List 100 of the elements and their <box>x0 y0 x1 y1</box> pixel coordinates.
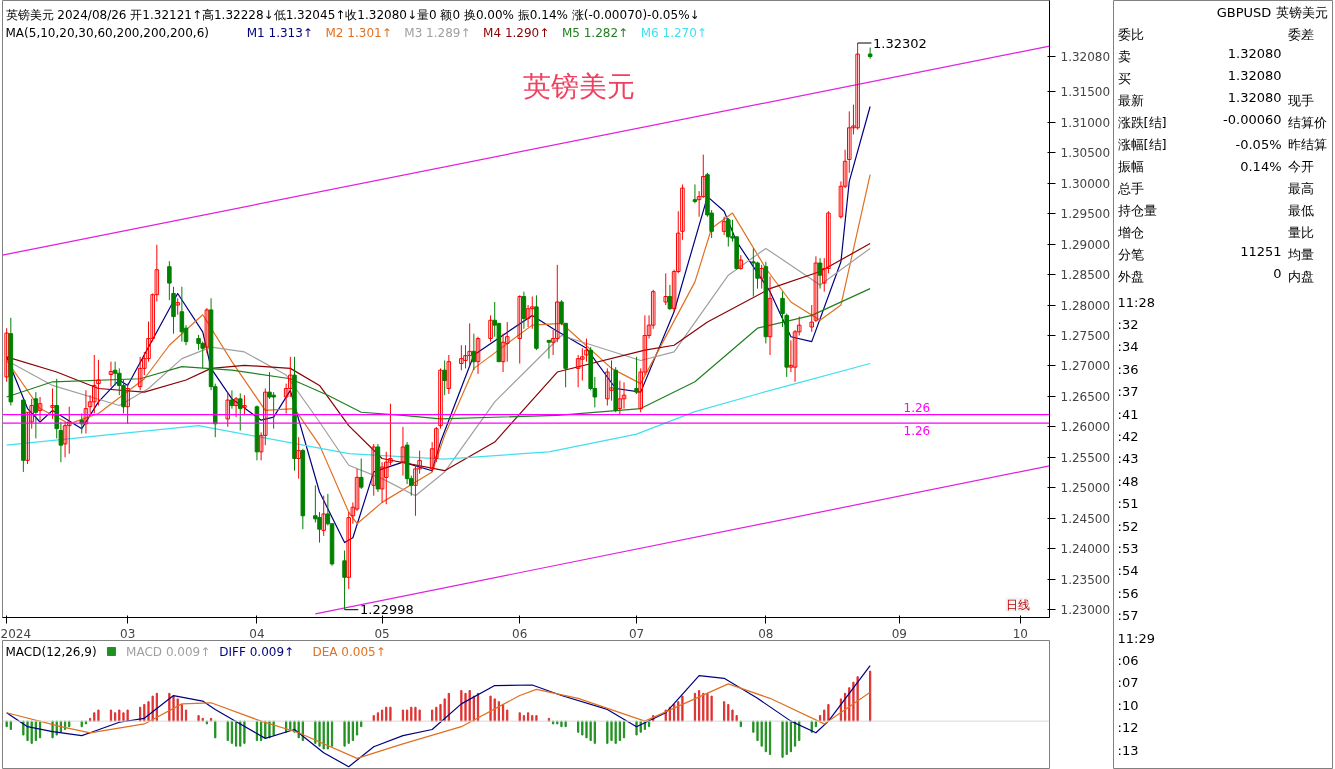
x-tick-label: 07 <box>628 626 645 641</box>
text: 总手 <box>1117 180 1144 196</box>
candlestick <box>529 296 535 330</box>
text: M6 1.270↑ <box>640 25 707 40</box>
candlestick <box>66 406 72 455</box>
legend-label: MACD 0.009↑ <box>126 644 211 659</box>
text: 增仓 <box>1117 224 1144 240</box>
text: 1.32080 <box>1227 67 1282 83</box>
candlestick <box>242 394 247 416</box>
text: 0 <box>1273 265 1282 281</box>
y-tick-label: 1.32080 <box>1060 50 1111 65</box>
x-tick-label: 2024 <box>0 626 32 641</box>
text: 均量 <box>1287 246 1314 262</box>
text: M2 1.301↑ <box>325 25 392 40</box>
y-tick-label: 1.25500 <box>1060 450 1111 465</box>
candlestick <box>400 426 406 477</box>
y-tick-label: 1.28000 <box>1060 298 1111 313</box>
text: :13 <box>1117 742 1139 758</box>
text: :12 <box>1117 720 1139 736</box>
text: :48 <box>1117 473 1139 489</box>
y-tick-label: 1.23500 <box>1060 572 1111 587</box>
text: :43 <box>1117 451 1139 467</box>
text: :41 <box>1117 406 1139 422</box>
candlestick <box>321 495 326 537</box>
y-tick-label: 1.29000 <box>1060 237 1111 252</box>
text: :53 <box>1117 540 1139 556</box>
x-tick-label: 03 <box>120 626 136 641</box>
candlestick <box>692 183 698 204</box>
candlestick <box>667 284 673 311</box>
candlestick <box>237 392 243 432</box>
candlestick <box>663 272 669 306</box>
text: :51 <box>1117 496 1139 512</box>
text: 内盘 <box>1287 268 1314 284</box>
text: 现手 <box>1287 92 1314 108</box>
y-tick-label: 1.29500 <box>1060 207 1111 222</box>
candlestick <box>296 436 301 480</box>
text: 昨结算 <box>1287 136 1327 152</box>
y-tick-label: 1.27500 <box>1060 329 1111 343</box>
x-tick-label: 10 <box>1012 626 1028 641</box>
candlestick <box>33 391 39 439</box>
text: 卖 <box>1117 48 1131 64</box>
candlestick <box>92 354 97 414</box>
text: DEA 0.005↑ <box>312 644 386 659</box>
text: 1.32080 <box>1227 45 1282 61</box>
text: :57 <box>1117 608 1139 624</box>
y-tick-label: 1.23000 <box>1060 603 1111 618</box>
text: 11251 <box>1240 243 1282 259</box>
text: 最新 <box>1117 92 1144 108</box>
text: M1 1.313↑ <box>246 25 313 40</box>
y-tick-label: 1.26000 <box>1060 420 1111 435</box>
y-tick-label: 1.24500 <box>1060 511 1111 526</box>
candlestick <box>233 396 239 418</box>
text: :10 <box>1117 697 1139 713</box>
candlestick <box>488 314 493 343</box>
text: 最低 <box>1287 202 1314 218</box>
text: 1.32080 <box>1227 89 1282 105</box>
candlestick <box>546 339 552 360</box>
y-tick-label: 1.28500 <box>1060 268 1111 283</box>
text: 振幅 <box>1117 158 1144 174</box>
text: :54 <box>1117 563 1139 579</box>
text: :06 <box>1117 652 1139 668</box>
ref-line-label: 1.26 <box>903 424 931 439</box>
annotation: 英镑美元 <box>522 69 635 103</box>
candlestick <box>125 383 130 425</box>
y-tick-label: 1.24000 <box>1060 542 1111 557</box>
candlestick <box>867 47 873 60</box>
text: 结算价 <box>1287 114 1327 130</box>
candlestick <box>83 389 89 435</box>
candlestick <box>204 307 210 354</box>
candlestick <box>471 333 477 371</box>
candlestick <box>721 216 727 236</box>
line-series <box>6 288 871 420</box>
candlestick <box>759 264 764 290</box>
text: 分笔 <box>1117 246 1144 262</box>
candlestick <box>726 217 731 248</box>
candlestick <box>459 344 464 371</box>
annotation: 日线 <box>1005 597 1030 612</box>
y-tick-label: 1.30000 <box>1060 176 1111 191</box>
x-tick-label: 05 <box>374 626 390 641</box>
text: :37 <box>1117 384 1139 400</box>
annotation: 1.22998 <box>359 602 414 618</box>
candlestick <box>225 391 231 428</box>
text: -0.00060 <box>1223 111 1282 127</box>
text: 外盘 <box>1117 268 1144 284</box>
candlestick <box>634 356 639 395</box>
candlestick <box>517 294 523 365</box>
text: 涨幅[结] <box>1117 136 1167 152</box>
text: 11:29 <box>1117 630 1155 646</box>
candlestick <box>271 391 276 430</box>
candlestick <box>108 361 114 388</box>
line-series <box>6 174 871 525</box>
text: 0.14% <box>1240 158 1282 174</box>
text: 11:28 <box>1117 294 1155 310</box>
candlestick <box>500 333 506 373</box>
candlestick <box>446 354 452 395</box>
text: :56 <box>1117 585 1139 601</box>
text: :36 <box>1117 361 1139 377</box>
candlestick <box>609 359 614 402</box>
candlestick <box>855 42 860 131</box>
x-tick-label: 06 <box>512 626 528 641</box>
